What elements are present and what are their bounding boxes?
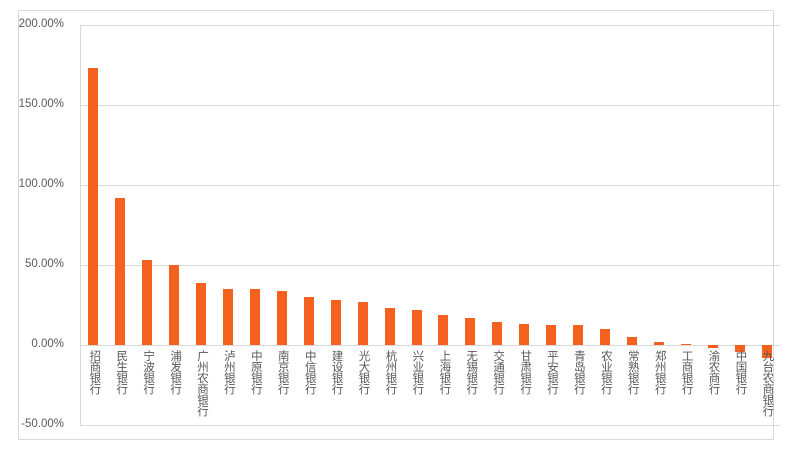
bar[interactable]: [142, 260, 153, 345]
bar[interactable]: [169, 265, 180, 345]
bar-slot: [161, 25, 188, 425]
bar-slot: [618, 25, 645, 425]
x-axis-category-label: 宁波银行: [142, 350, 155, 394]
y-axis-tick-label: 100.00%: [18, 178, 64, 190]
chart-plot-frame: [18, 10, 774, 440]
x-axis-category-label: 工商银行: [680, 350, 693, 394]
x-axis-category-label: 甘肃银行: [519, 350, 532, 394]
bar-slot: [538, 25, 565, 425]
bar[interactable]: [303, 297, 314, 345]
bar[interactable]: [465, 317, 476, 345]
bar[interactable]: [599, 329, 610, 345]
x-axis-category-label: 上海银行: [438, 350, 451, 394]
bar[interactable]: [223, 289, 234, 345]
bar[interactable]: [734, 345, 745, 353]
x-axis-category-label: 常熟银行: [626, 350, 639, 394]
bar-slot: [565, 25, 592, 425]
x-axis-category-label: 交通银行: [492, 350, 505, 394]
bar[interactable]: [411, 309, 422, 345]
bar-slot: [242, 25, 269, 425]
bar-slot: [134, 25, 161, 425]
bar-slot: [753, 25, 780, 425]
bar-slot: [699, 25, 726, 425]
bar-series: [80, 25, 780, 425]
bar[interactable]: [626, 337, 637, 345]
bar-slot: [376, 25, 403, 425]
x-axis-category-label: 招商银行: [88, 350, 101, 394]
bar[interactable]: [492, 321, 503, 345]
x-axis-category-label: 兴业银行: [411, 350, 424, 394]
x-axis-category-label: 浦发银行: [169, 350, 182, 394]
gridline-200: [80, 25, 780, 26]
bar[interactable]: [357, 301, 368, 345]
bar-slot: [511, 25, 538, 425]
bar[interactable]: [249, 289, 260, 345]
bar-slot: [726, 25, 753, 425]
bar[interactable]: [276, 291, 287, 345]
bar-slot: [188, 25, 215, 425]
y-axis-tick-label: -50.00%: [21, 418, 64, 430]
bar-slot: [268, 25, 295, 425]
bar-slot: [349, 25, 376, 425]
x-axis-category-label: 中原银行: [249, 350, 262, 394]
gridline-50: [80, 265, 780, 266]
bar-slot: [322, 25, 349, 425]
y-axis-tick-label: 0.00%: [31, 338, 64, 350]
bar[interactable]: [88, 68, 99, 345]
bar-slot: [80, 25, 107, 425]
x-axis-category-label: 无锡银行: [465, 350, 478, 394]
gridline-0: [80, 345, 780, 346]
x-axis-category-label: 光大银行: [357, 350, 370, 394]
bar-slot: [457, 25, 484, 425]
y-axis-tick-label: 50.00%: [24, 258, 64, 270]
x-axis-category-label: 中国银行: [734, 350, 747, 394]
bar-slot: [107, 25, 134, 425]
value-axis-line: [80, 25, 81, 425]
bar-slot: [645, 25, 672, 425]
x-axis-category-label: 平安银行: [546, 350, 558, 394]
bar-slot: [484, 25, 511, 425]
bar[interactable]: [384, 308, 395, 345]
bar[interactable]: [653, 341, 664, 345]
x-axis-category-label: 民生银行: [115, 350, 128, 394]
bar-slot: [215, 25, 242, 425]
x-axis-category-label: 建设银行: [330, 350, 343, 394]
bar[interactable]: [196, 282, 207, 345]
x-axis-category-label: 郑州银行: [653, 350, 666, 394]
y-axis-tick-label: 150.00%: [18, 98, 64, 110]
x-axis-category-label: 广州农商银行: [196, 350, 208, 416]
bar-slot: [592, 25, 619, 425]
bar[interactable]: [438, 314, 449, 345]
bar[interactable]: [330, 300, 341, 345]
gridline-150: [80, 105, 780, 106]
x-axis-category-label: 南京银行: [276, 350, 289, 394]
bar-slot: [672, 25, 699, 425]
bar[interactable]: [573, 325, 584, 345]
bar-slot: [295, 25, 322, 425]
x-axis-category-label: 杭州银行: [384, 350, 397, 394]
gridline-neg50: [80, 425, 780, 426]
gridline-100: [80, 185, 780, 186]
bar[interactable]: [680, 344, 691, 346]
x-axis-category-label: 中信银行: [303, 350, 316, 394]
x-axis-category-label: 泸州银行: [222, 350, 235, 394]
bar[interactable]: [546, 325, 557, 345]
bar[interactable]: [115, 197, 126, 345]
chart-plot-area: 200.00% 150.00% 100.00% 50.00% 0.00% -50.00% …: [19, 18, 780, 430]
x-axis-category-label: 农业银行: [599, 350, 612, 394]
bar-slot: [430, 25, 457, 425]
x-axis-category-label: 青岛银行: [572, 350, 585, 394]
bar[interactable]: [761, 345, 772, 358]
bar[interactable]: [519, 324, 530, 345]
bar-slot: [403, 25, 430, 425]
bar[interactable]: [707, 345, 718, 349]
y-axis-tick-label: 200.00%: [18, 18, 64, 30]
x-axis-category-label: 渝农商行: [707, 350, 720, 394]
x-axis-category-label: 九台农商银行: [761, 350, 774, 416]
